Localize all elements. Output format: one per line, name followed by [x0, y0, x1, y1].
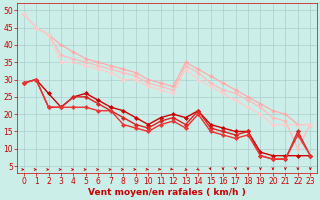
X-axis label: Vent moyen/en rafales ( km/h ): Vent moyen/en rafales ( km/h )	[88, 188, 246, 197]
